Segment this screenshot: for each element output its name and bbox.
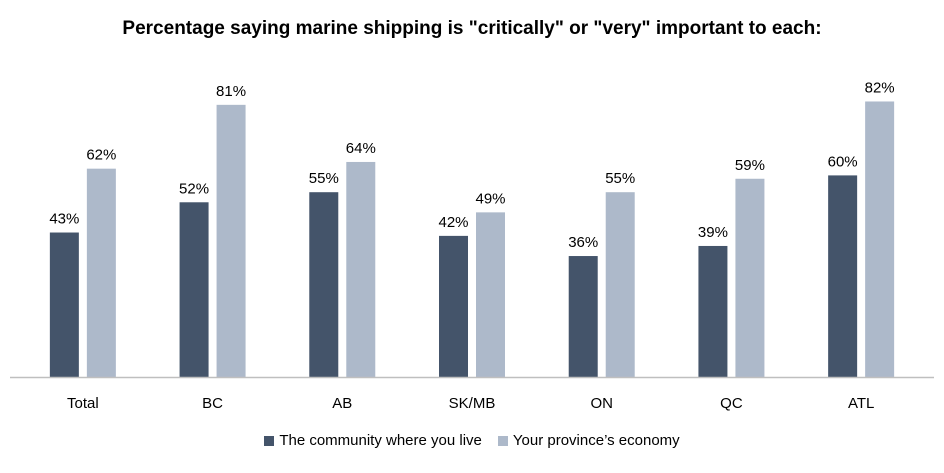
data-label-qc-series-1: 59% (735, 157, 765, 174)
data-label-atl-series-0: 60% (828, 153, 858, 170)
x-tick-label: AB (332, 395, 352, 412)
x-tick-label: ON (590, 395, 613, 412)
bar-bc-series-0 (179, 202, 209, 377)
data-label-atl-series-1: 82% (865, 79, 895, 96)
bar-sk-mb-series-1 (476, 212, 505, 377)
data-label-on-series-0: 36% (568, 234, 598, 251)
legend-item-province: Your province’s economy (497, 432, 680, 449)
bar-total-series-0 (49, 232, 79, 377)
bar-qc-series-1 (735, 178, 765, 377)
data-label-on-series-1: 55% (605, 170, 635, 187)
bar-bc-series-1 (216, 104, 246, 377)
bar-on-series-1 (605, 192, 635, 377)
bar-sk-mb-series-0 (439, 235, 468, 377)
data-label-ab-series-1: 64% (346, 140, 376, 157)
bar-atl-series-0 (828, 175, 858, 377)
bar-ab-series-0 (309, 192, 339, 377)
x-tick-label: BC (202, 395, 223, 412)
data-label-sk-mb-series-0: 42% (438, 214, 468, 231)
x-tick-label: ATL (848, 395, 874, 412)
data-label-sk-mb-series-1: 49% (475, 190, 505, 207)
x-tick-label: Total (67, 395, 99, 412)
legend-label-province: Your province’s economy (512, 432, 680, 449)
data-label-total-series-1: 62% (86, 147, 116, 164)
x-tick-label: QC (720, 395, 743, 412)
data-label-qc-series-0: 39% (698, 224, 728, 241)
bar-total-series-1 (86, 168, 116, 377)
bar-on-series-0 (568, 256, 598, 377)
legend-swatch-province (497, 435, 508, 446)
legend-label-community: The community where you live (279, 432, 482, 449)
legend-item-community: The community where you live (264, 432, 482, 449)
bar-qc-series-0 (698, 245, 728, 377)
x-tick-label: SK/MB (449, 395, 496, 412)
data-label-bc-series-0: 52% (179, 180, 209, 197)
data-label-total-series-0: 43% (49, 211, 79, 228)
data-label-ab-series-0: 55% (309, 170, 339, 187)
legend-swatch-community (264, 435, 275, 446)
data-label-bc-series-1: 81% (216, 83, 246, 100)
chart-title: Percentage saying marine shipping is "cr… (122, 18, 822, 39)
legend: The community where you live Your provin… (0, 432, 944, 449)
bar-atl-series-1 (865, 101, 895, 377)
bar-ab-series-1 (346, 161, 376, 377)
